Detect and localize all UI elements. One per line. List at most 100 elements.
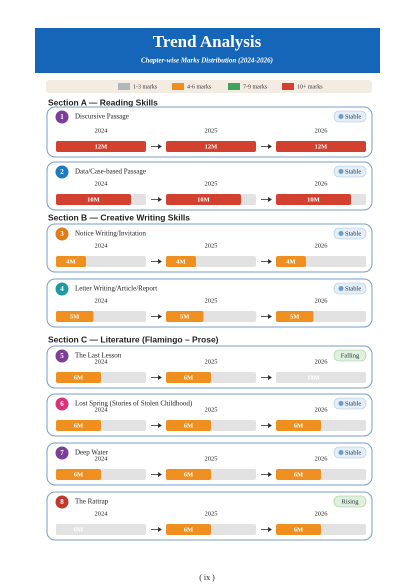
- status-pill: [333, 397, 367, 410]
- status: Falling: [341, 352, 360, 359]
- item-name: The Rattrap: [75, 498, 109, 506]
- status: Rising: [342, 498, 360, 505]
- bar: [56, 194, 131, 205]
- item-badge: [55, 397, 69, 411]
- arrow-head: [268, 423, 272, 428]
- section-heading: Section C — Literature (Flamingo – Prose…: [48, 334, 219, 344]
- year-label: 2026: [315, 242, 329, 249]
- status: Stable: [345, 230, 361, 237]
- year-label: 2024: [95, 242, 109, 249]
- arrow-head: [158, 527, 162, 532]
- arrow-head: [158, 259, 162, 264]
- year-label: 2024: [95, 406, 109, 413]
- year-label: 2025: [205, 455, 218, 462]
- arrow-head: [268, 144, 272, 149]
- item-number: 3: [60, 230, 64, 238]
- bar-label: 6M: [294, 526, 303, 533]
- status: Stable: [345, 113, 361, 120]
- item-name: Discursive Passage: [75, 113, 129, 121]
- bar: [56, 420, 101, 431]
- item-badge: [55, 282, 69, 296]
- item-number: 7: [60, 449, 64, 457]
- item-number: 5: [60, 352, 64, 360]
- bar: [276, 524, 321, 535]
- item-name: Notice Writing/Invitation: [75, 230, 146, 238]
- bar: [56, 372, 101, 383]
- status-icon: [338, 231, 344, 236]
- bar-label: 6M: [74, 471, 83, 478]
- bar-label: 10M: [197, 196, 210, 203]
- bar-label: 5M: [290, 313, 299, 320]
- status-pill: [333, 349, 367, 362]
- bar-label: 6M: [74, 422, 83, 429]
- arrow-head: [158, 197, 162, 202]
- year-label: 2025: [205, 510, 218, 517]
- year-label: 2025: [205, 297, 218, 304]
- bar: [276, 420, 321, 431]
- year-label: 2026: [315, 455, 329, 462]
- bar: [276, 469, 321, 480]
- year-label: 2026: [315, 180, 329, 187]
- bar: [56, 141, 146, 152]
- bar-label: 6M: [74, 526, 83, 533]
- bar: [56, 524, 101, 535]
- arrow-head: [268, 259, 272, 264]
- year-label: 2025: [205, 406, 218, 413]
- legend-label: 7-9 marks: [243, 84, 268, 90]
- item-number: 8: [60, 498, 64, 506]
- item-number: 6: [60, 400, 64, 408]
- status-icon: [338, 286, 344, 291]
- header-box: [35, 28, 380, 73]
- bar-label: 6M: [184, 471, 193, 478]
- legend-swatch: [282, 83, 294, 90]
- title: Trend Analysis: [153, 32, 262, 51]
- legend-label: 4-6 marks: [187, 84, 212, 90]
- section-heading: Section B — Creative Writing Skills: [48, 212, 190, 222]
- arrow-head: [158, 472, 162, 477]
- arrow-head: [268, 375, 272, 380]
- bar-label: 10M: [307, 374, 320, 381]
- bar: [276, 311, 314, 322]
- item-name: Letter Writing/Article/Report: [75, 285, 157, 293]
- bar: [166, 194, 241, 205]
- status-pill: [333, 227, 367, 240]
- bar: [276, 256, 306, 267]
- bar: [56, 256, 86, 267]
- year-label: 2024: [95, 455, 109, 462]
- arrow-head: [158, 423, 162, 428]
- legend-label: 1-3 marks: [133, 84, 158, 90]
- status: Stable: [345, 449, 361, 456]
- status-pill: [333, 282, 367, 295]
- item-number: 2: [60, 168, 64, 176]
- bar: [166, 420, 211, 431]
- arrow-head: [268, 527, 272, 532]
- subtitle: Chapter-wise Marks Distribution (2024-20…: [141, 57, 273, 65]
- item-badge: [55, 227, 69, 241]
- bar-label: 12M: [315, 143, 328, 150]
- status-icon: [338, 114, 344, 119]
- arrow-head: [158, 314, 162, 319]
- arrow-head: [268, 314, 272, 319]
- legend-swatch: [228, 83, 240, 90]
- bar: [56, 311, 94, 322]
- status-pill: [333, 446, 367, 459]
- status-icon: [338, 450, 344, 455]
- bar-label: 10M: [87, 196, 100, 203]
- arrow-head: [158, 375, 162, 380]
- section-heading: Section A — Reading Skills: [48, 97, 158, 107]
- year-label: 2026: [315, 297, 329, 304]
- legend-swatch: [118, 83, 130, 90]
- year-label: 2026: [315, 358, 329, 365]
- bar-label: 6M: [184, 526, 193, 533]
- status: Stable: [345, 285, 361, 292]
- year-label: 2024: [95, 510, 109, 517]
- year-label: 2025: [205, 180, 218, 187]
- item-badge: [55, 165, 69, 179]
- item-name: Data/Case-based Passage: [75, 168, 146, 176]
- arrow-head: [268, 197, 272, 202]
- bar-label: 10M: [307, 196, 320, 203]
- status-icon: [338, 401, 344, 406]
- bar: [276, 372, 351, 383]
- year-label: 2024: [95, 180, 109, 187]
